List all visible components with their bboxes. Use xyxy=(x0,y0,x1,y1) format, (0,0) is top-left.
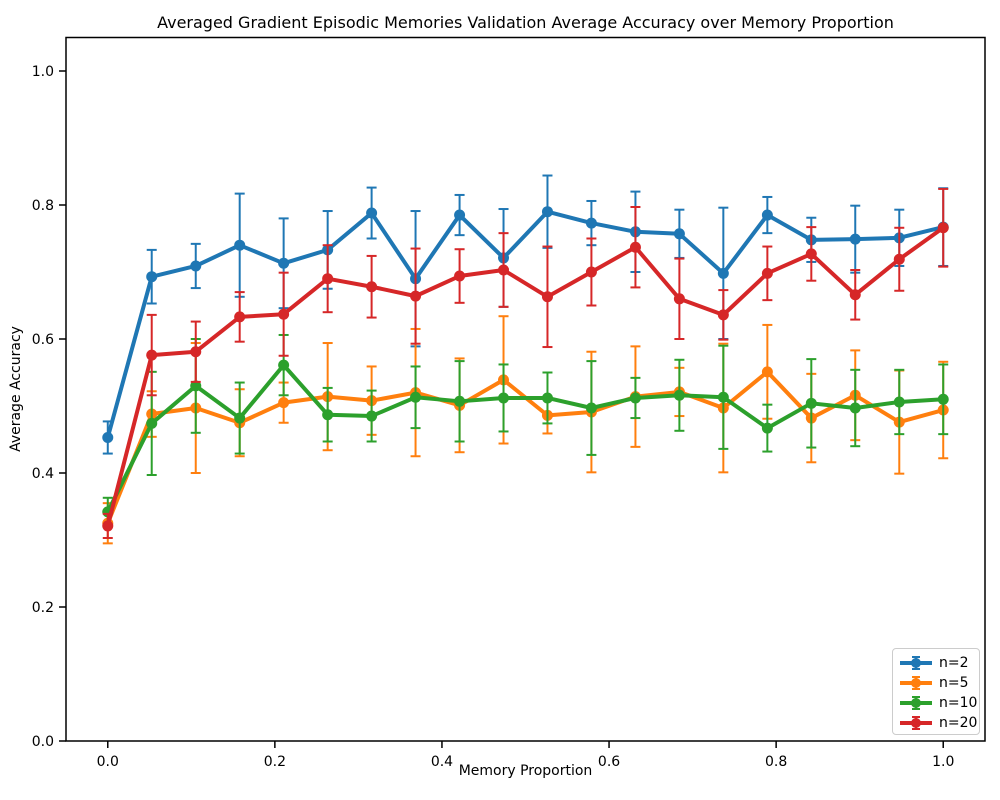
y-tick-label: 0.2 xyxy=(32,600,54,616)
chart-title: Averaged Gradient Episodic Memories Vali… xyxy=(157,13,894,32)
data-point-marker xyxy=(234,412,246,424)
data-point-marker xyxy=(146,349,158,361)
data-point-marker xyxy=(454,395,466,407)
data-point-marker xyxy=(761,366,773,378)
series-line xyxy=(105,363,944,513)
data-point-marker xyxy=(761,422,773,434)
errorbar-icon xyxy=(900,696,932,710)
data-point-marker xyxy=(278,308,290,320)
data-point-marker xyxy=(629,241,641,253)
legend-item: n=5 xyxy=(899,673,979,693)
data-point-marker xyxy=(278,257,290,269)
data-point-marker xyxy=(102,431,114,443)
data-point-marker xyxy=(498,264,510,276)
data-point-marker xyxy=(849,289,861,301)
errorbar-icon xyxy=(900,676,932,690)
legend-label: n=2 xyxy=(939,655,969,671)
y-tick-label: 0.8 xyxy=(32,198,54,214)
series-line xyxy=(105,209,944,439)
data-point-marker xyxy=(322,409,334,421)
data-point-marker xyxy=(893,253,905,265)
data-point-marker xyxy=(146,417,158,429)
legend-label: n=5 xyxy=(939,675,969,691)
data-point-marker xyxy=(849,233,861,245)
legend-item: n=10 xyxy=(899,693,979,713)
series-n=20 xyxy=(102,187,949,539)
data-point-marker xyxy=(366,410,378,422)
data-point-marker xyxy=(541,206,553,218)
data-point-marker xyxy=(278,397,290,409)
data-point-marker xyxy=(102,520,114,532)
y-tick-label: 0.6 xyxy=(32,332,54,348)
x-tick-label: 0.4 xyxy=(431,754,453,770)
data-point-marker xyxy=(190,260,202,272)
data-point-marker xyxy=(585,402,597,414)
y-axis-label: Average Accuracy xyxy=(8,326,24,452)
y-axis: 0.0 0.2 0.4 0.6 0.8 1.0 xyxy=(32,64,66,750)
series-n=5 xyxy=(102,315,949,545)
data-point-marker xyxy=(629,392,641,404)
data-point-marker xyxy=(673,228,685,240)
x-axis-label: Memory Proportion xyxy=(458,763,593,779)
x-tick-label: 0.0 xyxy=(97,754,119,770)
series-line xyxy=(105,226,945,527)
errorbar-icon xyxy=(900,716,932,730)
legend-label: n=10 xyxy=(939,695,978,711)
data-point-marker xyxy=(937,393,949,405)
y-tick-label: 0.4 xyxy=(32,466,54,482)
data-point-marker xyxy=(234,239,246,251)
data-point-marker xyxy=(410,290,422,302)
data-point-marker xyxy=(541,291,553,303)
x-tick-label: 1.0 xyxy=(932,754,954,770)
data-point-marker xyxy=(454,270,466,282)
data-point-marker xyxy=(673,389,685,401)
data-point-marker xyxy=(761,267,773,279)
x-tick-label: 0.6 xyxy=(598,754,620,770)
data-point-marker xyxy=(498,392,510,404)
data-point-marker xyxy=(585,266,597,278)
data-point-marker xyxy=(234,311,246,323)
data-point-marker xyxy=(805,397,817,409)
data-point-marker xyxy=(893,396,905,408)
data-point-marker xyxy=(761,209,773,221)
data-point-marker xyxy=(717,267,729,279)
series-n=10 xyxy=(102,333,949,527)
data-point-marker xyxy=(717,391,729,403)
data-point-marker xyxy=(937,222,949,234)
data-point-marker xyxy=(278,359,290,371)
data-point-marker xyxy=(190,380,202,392)
data-point-marker xyxy=(190,346,202,358)
data-point-marker xyxy=(849,402,861,414)
y-tick-label: 1.0 xyxy=(32,64,54,80)
legend: n=2 n=5 n=10 n=20 xyxy=(892,648,980,735)
data-point-marker xyxy=(322,273,334,285)
data-point-marker xyxy=(410,391,422,403)
series-line xyxy=(105,369,944,524)
data-point-marker xyxy=(717,309,729,321)
legend-label: n=20 xyxy=(939,715,978,731)
x-tick-label: 0.8 xyxy=(765,754,787,770)
data-point-marker xyxy=(146,271,158,283)
y-tick-label: 0.0 xyxy=(32,734,54,750)
data-point-marker xyxy=(541,392,553,404)
data-point-marker xyxy=(805,248,817,260)
data-point-marker xyxy=(366,281,378,293)
x-tick-label: 0.2 xyxy=(264,754,286,770)
data-point-marker xyxy=(673,293,685,305)
data-point-marker xyxy=(454,209,466,221)
x-axis: 0.0 0.2 0.4 0.6 0.8 1.0 xyxy=(97,741,954,770)
errorbar-icon xyxy=(900,656,932,670)
legend-item: n=20 xyxy=(899,713,979,733)
legend-item: n=2 xyxy=(899,653,979,673)
axes-frame xyxy=(65,36,986,742)
data-point-marker xyxy=(585,217,597,229)
data-point-marker xyxy=(366,207,378,219)
